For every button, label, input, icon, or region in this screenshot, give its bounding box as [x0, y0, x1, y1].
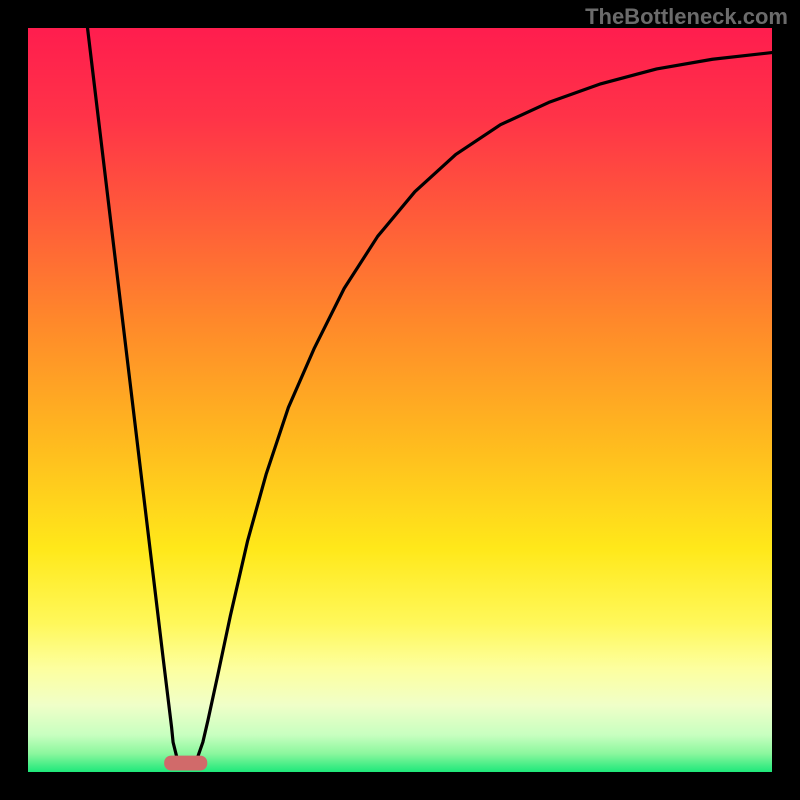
chart-svg: [0, 0, 800, 800]
watermark-text: TheBottleneck.com: [585, 4, 788, 30]
bottleneck-chart: TheBottleneck.com: [0, 0, 800, 800]
gradient-background: [28, 28, 772, 772]
optimal-point-marker: [164, 756, 207, 771]
